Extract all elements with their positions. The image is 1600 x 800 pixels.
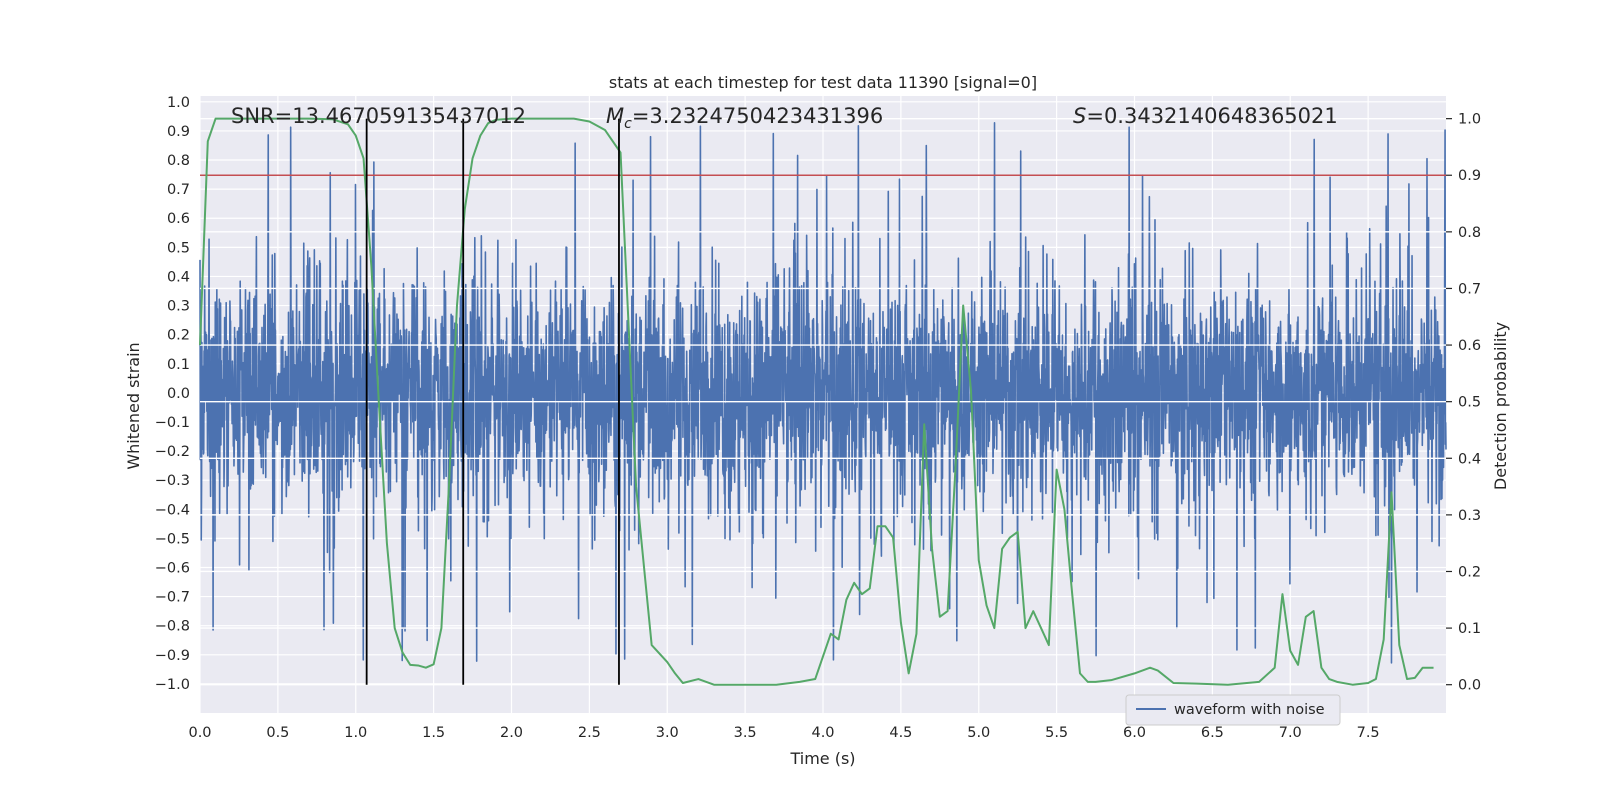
x-tick-label: 0.5 bbox=[266, 725, 289, 741]
right-y-tick-label: 0.4 bbox=[1458, 451, 1481, 467]
x-tick-label: 7.0 bbox=[1279, 725, 1302, 741]
event-vertical-lines bbox=[365, 118, 620, 685]
left-y-tick-label: −0.4 bbox=[155, 502, 190, 518]
x-tick-label: 2.5 bbox=[578, 725, 601, 741]
waveform-line bbox=[199, 122, 1447, 664]
x-tick-label: 1.0 bbox=[344, 725, 367, 741]
left-y-tick-label: 0.3 bbox=[167, 299, 190, 315]
x-tick-label: 3.5 bbox=[734, 725, 757, 741]
x-tick-label: 1.5 bbox=[422, 725, 445, 741]
chirp-mass-annotation: Mc=3.2324750423431396 bbox=[606, 104, 883, 132]
s-statistic-annotation: S=0.3432140648365021 bbox=[1073, 104, 1338, 128]
right-y-tick-label: 0.0 bbox=[1458, 678, 1481, 694]
left-y-tick-label: 0.5 bbox=[167, 240, 190, 256]
right-axis-ticks: 1.0 0.9 0.8 0.7 0.6 0.5 0.4 0.3 0.2 0.1 0.0 bbox=[1446, 112, 1481, 694]
x-tick-label: 2.0 bbox=[500, 725, 523, 741]
x-axis-ticks: 0.0 0.5 1.0 1.5 2.0 2.5 3.0 3.5 4.0 4.5 5.0 5.5 6.0 6… bbox=[188, 725, 1379, 741]
left-y-tick-label: 0.4 bbox=[167, 269, 190, 285]
x-tick-label: 3.0 bbox=[656, 725, 679, 741]
right-y-tick-label: 0.5 bbox=[1458, 395, 1481, 411]
right-y-tick-label: 0.9 bbox=[1458, 168, 1481, 184]
right-y-tick-label: 0.3 bbox=[1458, 508, 1481, 524]
x-tick-label: 5.0 bbox=[967, 725, 990, 741]
left-y-tick-label: −0.1 bbox=[155, 415, 190, 431]
x-tick-label: 7.5 bbox=[1357, 725, 1380, 741]
left-y-tick-label: −0.5 bbox=[155, 531, 190, 547]
x-tick-label: 6.5 bbox=[1201, 725, 1224, 741]
left-y-axis-label: Whitened strain bbox=[124, 342, 143, 469]
right-y-tick-label: 0.2 bbox=[1458, 564, 1481, 580]
left-y-tick-label: 0.2 bbox=[167, 328, 190, 344]
x-tick-label: 5.5 bbox=[1045, 725, 1068, 741]
left-y-tick-label: 0.8 bbox=[167, 153, 190, 169]
left-y-tick-label: 0.6 bbox=[167, 211, 190, 227]
left-y-tick-label: −0.3 bbox=[155, 473, 190, 489]
chirp-mass-value: =3.2324750423431396 bbox=[632, 104, 883, 128]
left-y-tick-label: 0.9 bbox=[167, 124, 190, 140]
left-y-tick-label: −0.9 bbox=[155, 648, 190, 664]
legend: waveform with noise bbox=[1125, 694, 1341, 726]
right-y-tick-label: 1.0 bbox=[1458, 112, 1481, 128]
right-y-tick-label: 0.1 bbox=[1458, 621, 1481, 637]
x-tick-label: 4.5 bbox=[889, 725, 912, 741]
left-axis-ticks: 1.0 0.9 0.8 0.7 0.6 0.5 0.4 0.3 0.2 0.1 0.0 −0.1 −0.… bbox=[155, 95, 190, 693]
left-y-tick-label: 1.0 bbox=[167, 95, 190, 111]
snr-annotation: SNR=13.467059135437012 bbox=[231, 104, 526, 128]
waveform-series bbox=[199, 122, 1447, 664]
s-symbol: S bbox=[1073, 104, 1086, 128]
detection-probability-series bbox=[199, 117, 1434, 686]
detection-probability-line bbox=[199, 117, 1434, 686]
x-tick-label: 6.0 bbox=[1123, 725, 1146, 741]
right-y-tick-label: 0.6 bbox=[1458, 338, 1481, 354]
left-y-tick-label: 0.0 bbox=[167, 386, 190, 402]
chart-title: stats at each timestep for test data 113… bbox=[609, 73, 1037, 92]
left-y-tick-label: −1.0 bbox=[155, 677, 190, 693]
chirp-mass-symbol: M bbox=[606, 104, 624, 128]
left-y-tick-label: 0.1 bbox=[167, 357, 190, 373]
chirp-mass-subscript: c bbox=[624, 116, 632, 132]
left-y-tick-label: −0.2 bbox=[155, 444, 190, 460]
right-y-tick-label: 0.8 bbox=[1458, 225, 1481, 241]
legend-label: waveform with noise bbox=[1174, 702, 1325, 718]
x-axis-label: Time (s) bbox=[789, 749, 855, 768]
right-y-axis-label: Detection probability bbox=[1491, 322, 1510, 490]
x-tick-label: 4.0 bbox=[811, 725, 834, 741]
s-value: =0.3432140648365021 bbox=[1086, 104, 1337, 128]
left-y-tick-label: −0.8 bbox=[155, 619, 190, 635]
legend-box bbox=[1125, 694, 1341, 726]
left-y-tick-label: 0.7 bbox=[167, 182, 190, 198]
right-y-tick-label: 0.7 bbox=[1458, 281, 1481, 297]
x-tick-label: 0.0 bbox=[188, 725, 211, 741]
left-y-tick-label: −0.6 bbox=[155, 560, 190, 576]
left-y-tick-label: −0.7 bbox=[155, 590, 190, 606]
